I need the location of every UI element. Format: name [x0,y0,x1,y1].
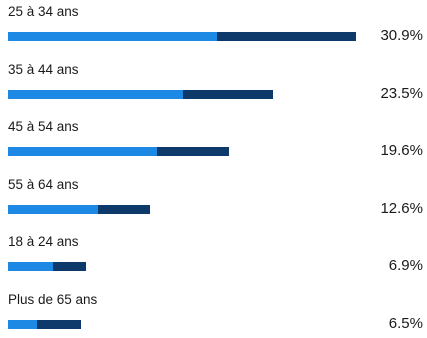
category-label: 35 à 44 ans [8,61,79,77]
bar-segment-light [8,319,38,329]
value-label: 6.5% [388,314,423,332]
value-label: 6.9% [388,257,423,274]
category-label: 45 à 54 ans [8,119,79,134]
bar-segment-dark [156,147,229,156]
value-label: 23.5% [380,84,423,102]
bar-segment-light [8,262,54,271]
value-label: 30.9% [380,27,423,44]
bar-segment-dark [53,262,86,271]
value-label: 19.6% [380,142,423,159]
category-label: 25 à 34 ans [8,4,79,19]
bar-segment-light [8,204,99,214]
bar-segment-dark [182,89,273,99]
bar-segment-light [8,32,218,41]
bar-segment-dark [98,204,150,214]
value-label: 12.6% [380,199,423,217]
bar-segment-light [8,89,183,99]
category-label: 55 à 64 ans [8,176,79,192]
bar-segment-light [8,147,157,156]
bar-segment-dark [217,32,356,41]
bar-segment-dark [37,319,82,329]
category-label: Plus de 65 ans [8,291,98,307]
category-label: 18 à 24 ans [8,234,79,249]
